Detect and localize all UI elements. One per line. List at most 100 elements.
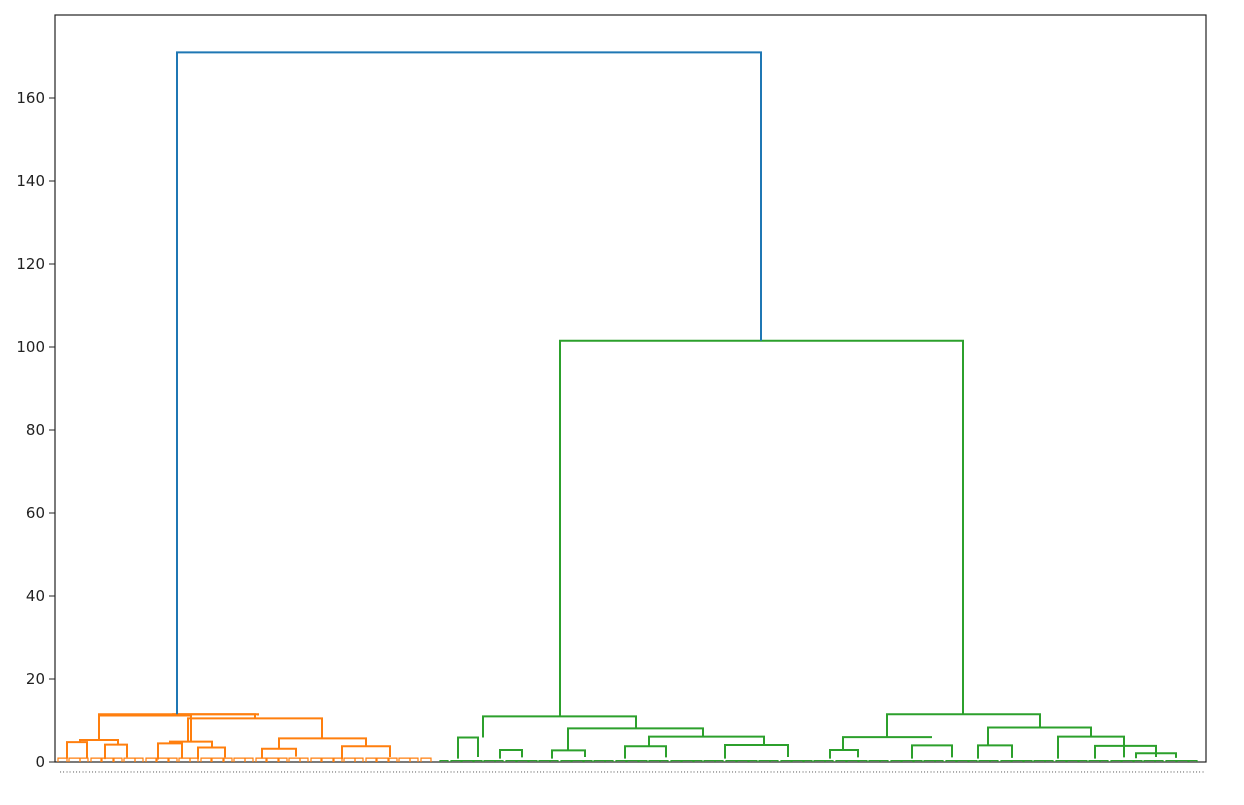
leaf-label-341: ·	[1147, 770, 1155, 774]
leaf-label-218: ·	[754, 770, 762, 774]
leaf-label-324: ·	[1093, 770, 1101, 774]
cluster-2-leaf-link-80	[945, 759, 957, 762]
leaf-label-214: ·	[741, 770, 749, 774]
leaf-label-133: ·	[482, 770, 490, 774]
leaf-label-126: ·	[459, 770, 467, 774]
leaf-label-171: ·	[603, 770, 611, 774]
leaf-label-273: ·	[930, 770, 938, 774]
leaf-label-30: ·	[152, 770, 160, 774]
leaf-label-20: ·	[120, 770, 128, 774]
leaf-label-161: ·	[571, 770, 579, 774]
y-tick-label-5: 100	[16, 338, 45, 356]
root-link	[176, 51, 762, 715]
leaf-label-234: ·	[805, 770, 813, 774]
cluster-1-leaf-link-2	[79, 757, 89, 762]
cluster-1-link-a	[66, 741, 88, 759]
leaf-label-135: ·	[488, 770, 496, 774]
leaf-label-338: ·	[1138, 770, 1146, 774]
leaf-label-329: ·	[1109, 770, 1117, 774]
leaf-label-24: ·	[133, 770, 141, 774]
leaf-label-332: ·	[1118, 770, 1126, 774]
leaf-label-56: ·	[235, 770, 243, 774]
leaf-label-9: ·	[85, 770, 93, 774]
leaf-label-219: ·	[757, 770, 765, 774]
leaf-label-198: ·	[690, 770, 698, 774]
cluster-2-leaf-link-72	[857, 759, 868, 762]
leaf-label-351: ·	[1179, 770, 1187, 774]
leaf-label-318: ·	[1074, 770, 1082, 774]
leaf-label-96: ·	[363, 770, 371, 774]
leaf-label-111: ·	[411, 770, 419, 774]
leaf-label-315: ·	[1064, 770, 1072, 774]
leaf-label-316: ·	[1067, 770, 1075, 774]
leaf-label-137: ·	[494, 770, 502, 774]
leaf-label-102: ·	[382, 770, 390, 774]
leaf-label-281: ·	[955, 770, 963, 774]
leaf-label-289: ·	[981, 770, 989, 774]
cluster-2-leaf-link-47	[582, 759, 593, 762]
cluster-2-leaf-link-61	[736, 759, 750, 762]
leaf-label-145: ·	[520, 770, 528, 774]
leaf-label-298: ·	[1010, 770, 1018, 774]
leaf-label-34: ·	[165, 770, 173, 774]
leaf-label-31: ·	[155, 770, 163, 774]
leaf-label-97: ·	[366, 770, 374, 774]
cluster-1-leaf-link-28	[365, 757, 377, 762]
cluster-1-leaf-link-14	[211, 757, 225, 762]
cluster-2-right-link-d	[977, 744, 1013, 759]
cluster-2-leaf-link-76	[901, 759, 915, 762]
cluster-1-leaf-link-9	[156, 757, 170, 762]
cluster-2-leaf-link-99	[1154, 759, 1164, 762]
leaf-label-350: ·	[1176, 770, 1184, 774]
cluster-1-leaf-link-5	[112, 757, 123, 762]
leaf-label-93: ·	[354, 770, 362, 774]
leaf-label-48: ·	[210, 770, 218, 774]
leaf-label-124: ·	[453, 770, 461, 774]
leaf-label-1: ·	[59, 770, 67, 774]
leaf-label-206: ·	[715, 770, 723, 774]
leaf-label-163: ·	[578, 770, 586, 774]
cluster-2-leaf-link-100	[1165, 759, 1177, 762]
leaf-label-274: ·	[933, 770, 941, 774]
leaf-label-254: ·	[869, 770, 877, 774]
leaf-label-114: ·	[421, 770, 429, 774]
leaf-label-240: ·	[824, 770, 832, 774]
leaf-label-65: ·	[264, 770, 272, 774]
leaf-label-333: ·	[1122, 770, 1130, 774]
leaf-label-272: ·	[926, 770, 934, 774]
cluster-2-leaf-link-46	[571, 759, 585, 762]
leaf-label-280: ·	[952, 770, 960, 774]
leaf-label-79: ·	[309, 770, 317, 774]
leaf-label-228: ·	[786, 770, 794, 774]
leaf-label-46: ·	[203, 770, 211, 774]
leaf-label-207: ·	[718, 770, 726, 774]
cluster-2-leaf-link-65	[780, 759, 792, 762]
cluster-1-leaf-link-33	[420, 757, 432, 762]
leaf-label-51: ·	[219, 770, 227, 774]
leaf-label-356: ·	[1195, 770, 1203, 774]
cluster-2-leaf-link-52	[637, 759, 648, 762]
cluster-1-leaf-link-18	[255, 757, 267, 762]
leaf-label-292: ·	[990, 770, 998, 774]
leaf-label-6: ·	[75, 770, 83, 774]
leaf-label-284: ·	[965, 770, 973, 774]
leaf-label-251: ·	[859, 770, 867, 774]
leaf-label-132: ·	[478, 770, 486, 774]
leaf-label-129: ·	[469, 770, 477, 774]
leaf-label-277: ·	[942, 770, 950, 774]
leaf-label-302: ·	[1022, 770, 1030, 774]
leaf-label-215: ·	[744, 770, 752, 774]
leaf-label-313: ·	[1058, 770, 1066, 774]
leaf-label-120: ·	[440, 770, 448, 774]
cluster-1-leaf-link-17	[244, 757, 254, 762]
cluster-2-leaf-link-97	[1132, 759, 1143, 762]
leaf-label-165: ·	[584, 770, 592, 774]
leaf-label-331: ·	[1115, 770, 1123, 774]
leaf-label-43: ·	[194, 770, 202, 774]
leaf-label-348: ·	[1170, 770, 1178, 774]
leaf-label-327: ·	[1102, 770, 1110, 774]
plot-frame	[54, 14, 1207, 763]
leaf-label-252: ·	[862, 770, 870, 774]
leaf-label-73: ·	[290, 770, 298, 774]
